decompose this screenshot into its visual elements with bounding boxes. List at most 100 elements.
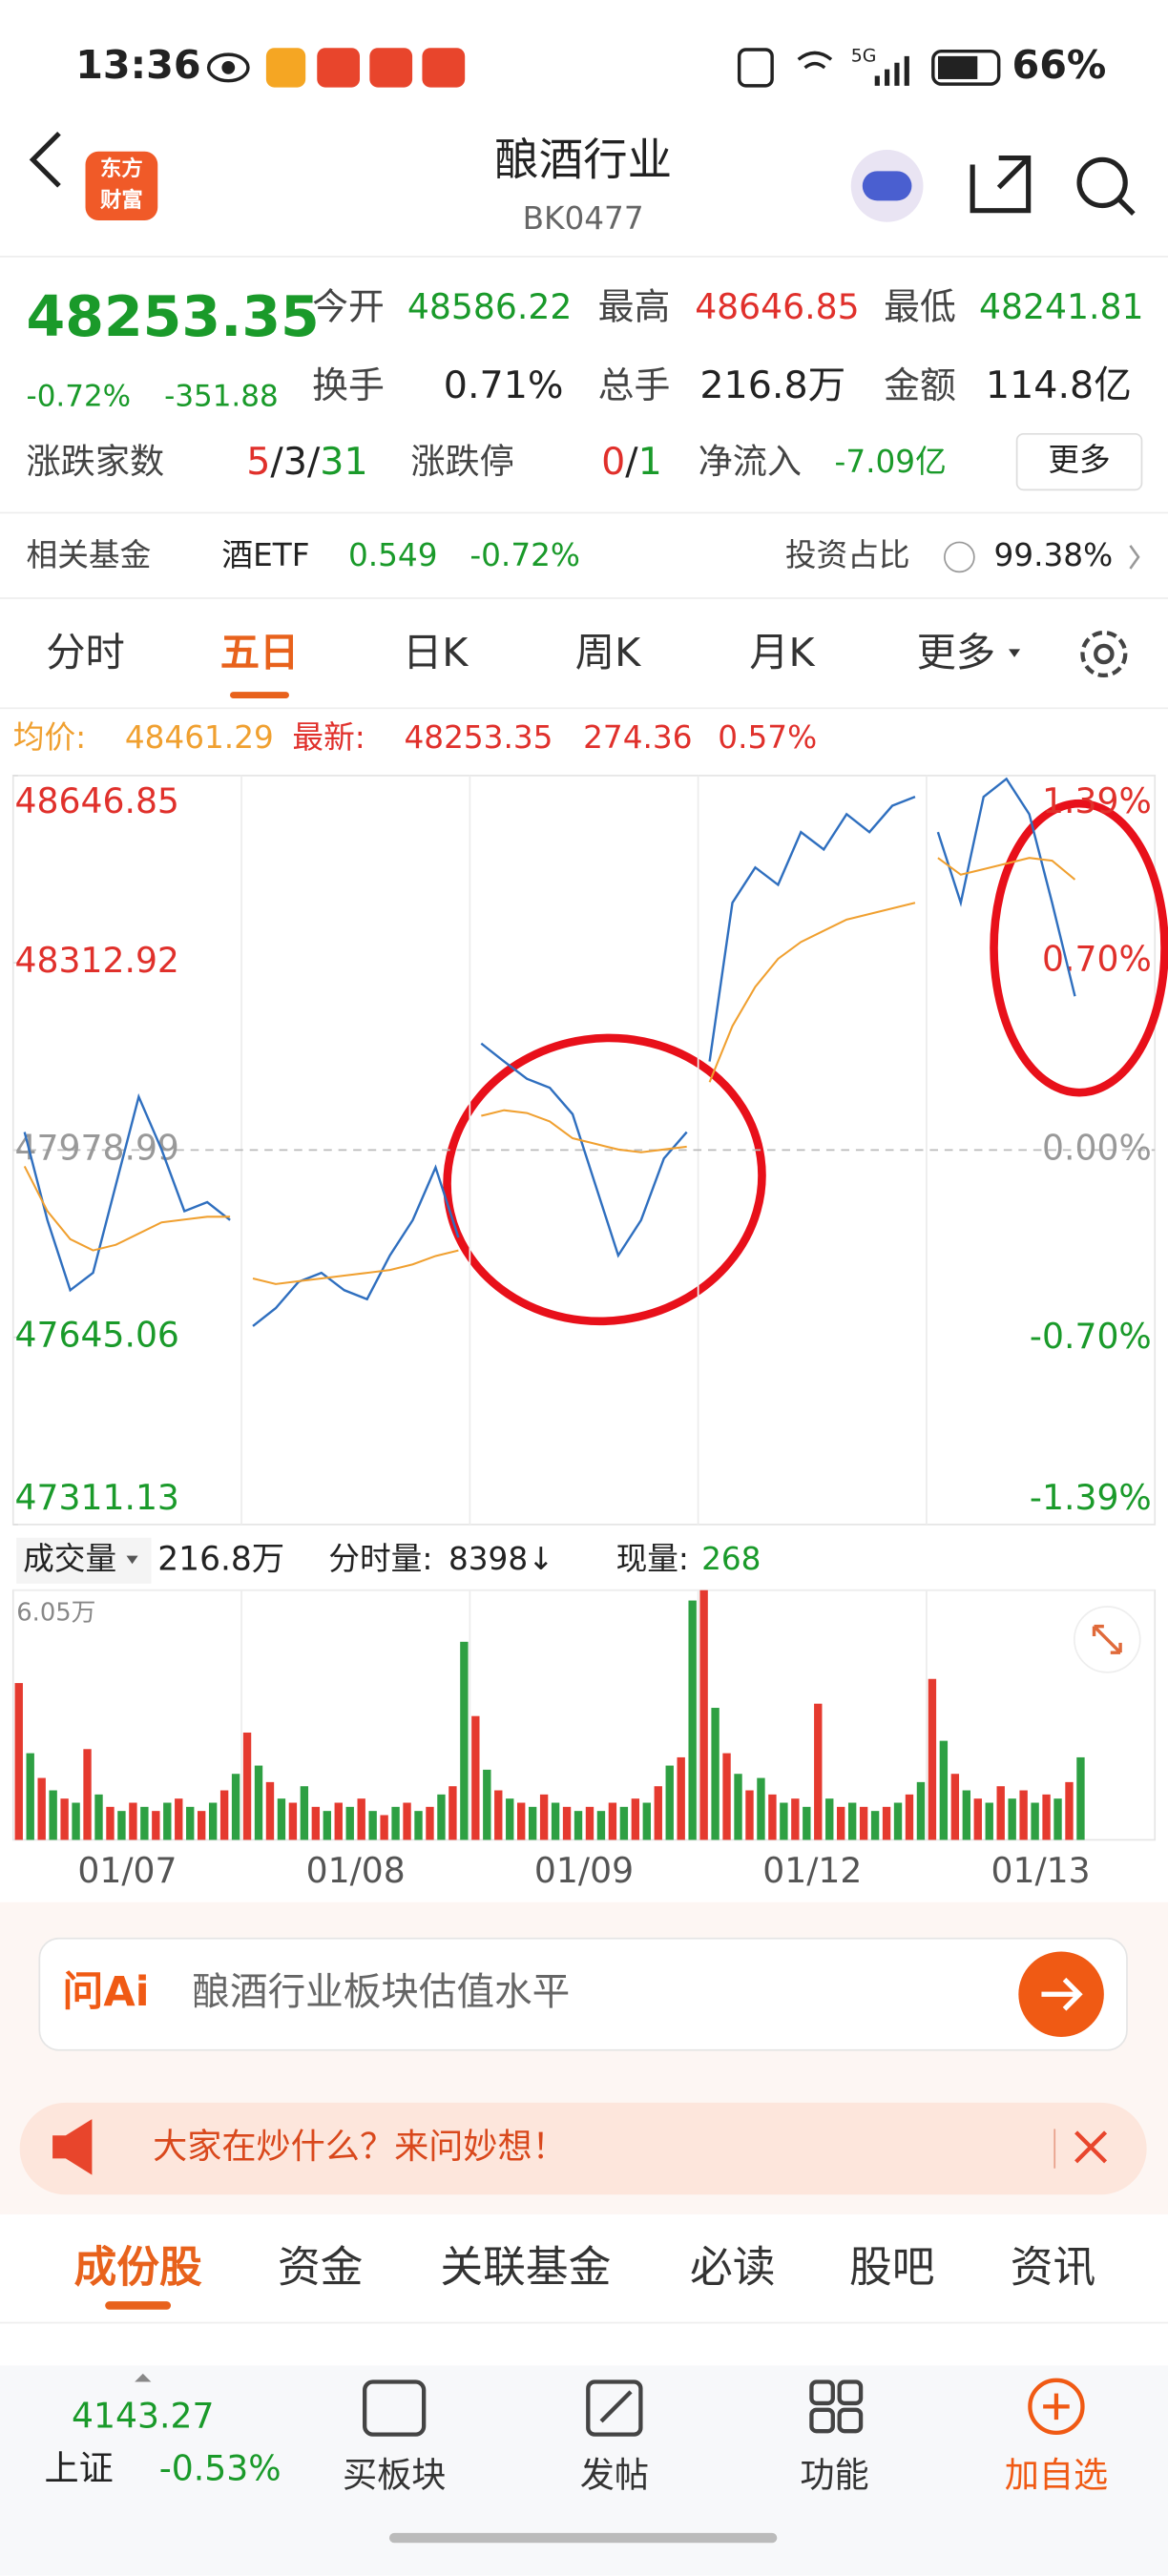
- megaphone-icon: [52, 2119, 93, 2175]
- x-tick-label: 01/07: [77, 1850, 177, 1891]
- logo-text: 东方: [100, 156, 143, 181]
- period-tab[interactable]: 更多: [917, 630, 996, 675]
- volume-bar: [859, 1806, 868, 1840]
- volume-label: 成交量: [23, 1541, 116, 1577]
- banner-text: 大家在炒什么？来问妙想！: [153, 2126, 567, 2167]
- volume-bar: [60, 1798, 69, 1840]
- stat-label: 最高: [598, 285, 671, 327]
- annotation-circle: [990, 799, 1168, 1097]
- close-banner[interactable]: [1074, 2130, 1108, 2164]
- volume-bar: [539, 1794, 549, 1840]
- volume-bar: [562, 1806, 572, 1840]
- banner[interactable]: [19, 2102, 1147, 2195]
- price-line: [937, 857, 1076, 881]
- period-tab[interactable]: 月K: [749, 630, 815, 675]
- volume-bar: [642, 1802, 651, 1840]
- x-tick-label: 01/09: [534, 1850, 634, 1891]
- volume-bar: [757, 1777, 765, 1840]
- stat-part: 1: [638, 439, 662, 483]
- volume-bar: [608, 1802, 617, 1840]
- volume-bar: [448, 1786, 457, 1840]
- y2-tick-label: -1.39%: [1030, 1477, 1152, 1518]
- volume-bar: [825, 1798, 834, 1840]
- more-button[interactable]: [1015, 432, 1143, 491]
- volume-bar: [528, 1806, 537, 1840]
- logo-text: 财富: [100, 187, 143, 213]
- section-tab[interactable]: 关联基金: [440, 2241, 611, 2292]
- fund-ratio: 99.38%: [994, 537, 1114, 573]
- stat-label: 最低: [884, 285, 956, 327]
- volume-bar: [722, 1753, 731, 1840]
- stat-label: 总手: [598, 364, 671, 406]
- share-button[interactable]: [970, 156, 1032, 214]
- stat-part: 0: [601, 439, 625, 483]
- y2-tick-label: -0.70%: [1030, 1316, 1152, 1357]
- change: -351.88: [164, 379, 279, 413]
- volume-bar: [175, 1798, 183, 1840]
- bottom-action[interactable]: 加自选: [1005, 2454, 1108, 2495]
- bottom-action[interactable]: 发帖: [580, 2454, 649, 2495]
- home-indicator: [389, 2532, 778, 2544]
- stat-part: /: [307, 439, 321, 483]
- clock: 13:36: [75, 42, 200, 88]
- volume-bar: [574, 1811, 583, 1840]
- volume-bar: [437, 1794, 446, 1840]
- volume-bar: [882, 1806, 891, 1840]
- section-tab[interactable]: 资金: [278, 2241, 364, 2292]
- volume-bar: [300, 1786, 309, 1840]
- volume-bar: [152, 1811, 160, 1840]
- help-icon[interactable]: [944, 541, 975, 573]
- last-value: 48253.35: [404, 719, 553, 756]
- period-tab[interactable]: 周K: [575, 630, 641, 675]
- chevron[interactable]: [1129, 545, 1140, 570]
- volume-bar: [129, 1802, 137, 1840]
- volume-bar: [814, 1703, 823, 1840]
- fund-name: 酒ETF: [221, 537, 309, 573]
- volume-bar: [494, 1790, 503, 1840]
- volume-bar: [1008, 1798, 1016, 1840]
- stat-value: 48586.22: [407, 286, 572, 327]
- index-arrow: [135, 2373, 152, 2382]
- volume-bar: [208, 1802, 218, 1840]
- fullscreen-button[interactable]: [1074, 1606, 1141, 1673]
- volume-bar: [14, 1683, 23, 1840]
- ask-ai-box[interactable]: [38, 1937, 1128, 2051]
- settings-button[interactable]: [1080, 630, 1128, 678]
- section-tab[interactable]: 成份股: [73, 2241, 201, 2292]
- volume-bar: [368, 1811, 377, 1840]
- dropdown-caret: [1009, 649, 1021, 657]
- period-tab[interactable]: 五日: [220, 630, 300, 675]
- volume-bar: [334, 1802, 343, 1840]
- fund-change: -0.72%: [469, 537, 580, 573]
- stat-value: 0/1: [601, 439, 662, 483]
- stat-part: 5: [246, 439, 270, 483]
- volume-bar: [265, 1781, 275, 1840]
- search-button[interactable]: [1076, 156, 1136, 216]
- tab-underline: [105, 2301, 172, 2310]
- volume-bar: [414, 1811, 423, 1840]
- more-label: 更多: [1048, 442, 1110, 478]
- last-label: 最新:: [292, 719, 365, 756]
- volume-bar: [631, 1798, 640, 1840]
- volume-bar: [677, 1756, 685, 1840]
- section-tab[interactable]: 股吧: [849, 2241, 934, 2292]
- volume-bar: [803, 1806, 811, 1840]
- bottom-action[interactable]: 买板块: [343, 2454, 446, 2495]
- section-tab[interactable]: 资讯: [1011, 2241, 1096, 2292]
- volume-bar: [780, 1802, 788, 1840]
- period-tab[interactable]: 分时: [46, 630, 125, 675]
- stat-label: 今开: [312, 285, 385, 327]
- volume-bar: [905, 1794, 914, 1840]
- volume-bar: [483, 1769, 491, 1840]
- bottom-action[interactable]: 功能: [800, 2454, 868, 2495]
- volume-bar: [83, 1749, 92, 1840]
- volume-bar: [26, 1753, 34, 1840]
- fund-ratio-label: 投资占比: [785, 537, 910, 573]
- period-tab[interactable]: 日K: [403, 630, 469, 675]
- back-button[interactable]: [29, 131, 61, 188]
- index-change: -0.53%: [159, 2447, 282, 2488]
- volume-selector[interactable]: [16, 1537, 152, 1584]
- section-tab[interactable]: 必读: [690, 2241, 776, 2292]
- volume-bar: [506, 1798, 514, 1840]
- volume-bar: [1031, 1802, 1039, 1840]
